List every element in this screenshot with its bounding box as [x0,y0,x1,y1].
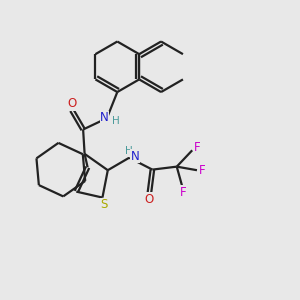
Text: H: H [125,146,133,156]
Text: O: O [67,97,76,110]
Text: H: H [112,116,120,126]
Text: S: S [100,199,108,212]
Text: F: F [199,164,206,177]
Text: F: F [194,141,201,154]
Text: O: O [144,193,153,206]
Text: N: N [131,150,140,163]
Text: F: F [180,186,187,199]
Text: N: N [100,111,109,124]
